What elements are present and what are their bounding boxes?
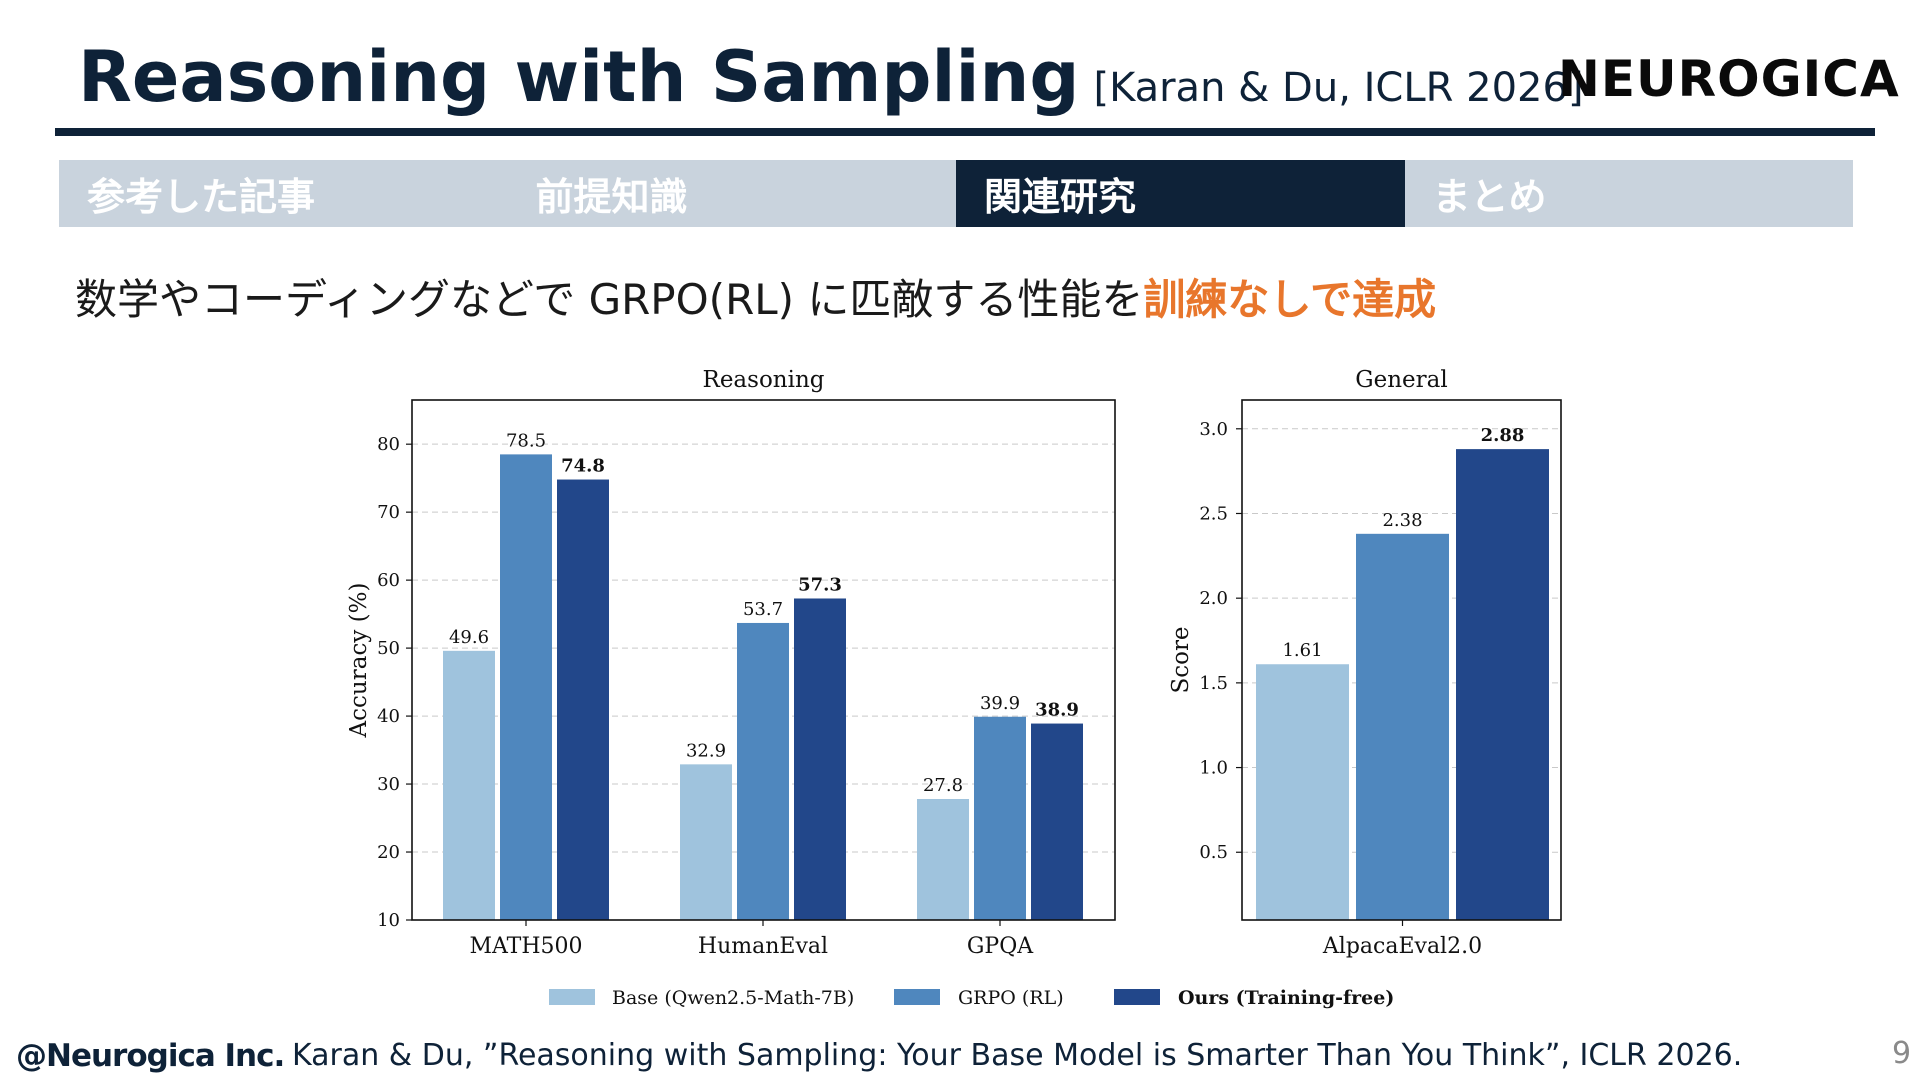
tab-summary[interactable]: まとめ [1432,175,1547,219]
data-label: 32.9 [686,740,726,761]
y-tick-label: 1.5 [1199,673,1228,694]
bar-gpqa-0 [917,799,969,920]
legend-swatch [549,989,595,1005]
data-label: 74.8 [561,456,605,477]
legend-label: Ours (Training-free) [1178,987,1394,1009]
y-tick-label: 1.0 [1199,758,1228,779]
slide-title: Reasoning with Sampling [Karan & Du, ICLR… [78,36,1584,126]
y-tick-label: 2.5 [1199,503,1228,524]
bar-humaneval-2 [794,598,846,920]
y-tick-label: 10 [377,910,400,931]
subtitle-highlight: 訓練なしで達成 [1143,275,1437,324]
x-category-label: MATH500 [469,934,582,959]
y-tick-label: 40 [377,706,400,727]
page-number: 9 [1892,1036,1912,1071]
bar-gpqa-2 [1031,723,1083,920]
data-label: 78.5 [506,430,546,451]
y-axis-label: Score [1168,626,1194,693]
y-tick-label: 50 [377,638,400,659]
data-label: 49.6 [449,627,489,648]
bar-math500-1 [500,454,552,920]
chart-title: General [1355,367,1447,393]
data-label: 38.9 [1035,700,1079,721]
plot-frame [1241,399,1562,921]
y-tick-label: 80 [377,434,400,455]
y-tick-label: 60 [377,570,400,591]
data-label: 57.3 [798,574,842,595]
bar-alpacaeval2-0-0 [1256,664,1349,920]
title-divider [55,128,1875,136]
bar-math500-0 [443,650,495,920]
legend-swatch [1114,989,1160,1005]
bar-alpacaeval2-0-1 [1356,533,1449,920]
company-name: @Neurogica Inc. [16,1038,285,1074]
y-tick-label: 2.0 [1199,588,1228,609]
legend-swatch [894,989,940,1005]
y-axis-label: Accuracy (%) [346,583,372,739]
y-tick-label: 3.0 [1199,419,1228,440]
bar-math500-2 [557,479,609,920]
subtitle-text: 数学やコーディングなどで GRPO(RL) に匹敵する性能を [75,275,1144,324]
y-tick-label: 0.5 [1199,842,1228,863]
data-label: 2.38 [1382,510,1422,531]
data-label: 39.9 [980,693,1020,714]
bar-alpacaeval2-0-2 [1456,449,1549,920]
chart-title: Reasoning [703,367,825,393]
tab-prerequisites[interactable]: 前提知識 [535,175,688,219]
bar-gpqa-1 [974,716,1026,920]
x-category-label: GPQA [967,934,1034,959]
title-reference: [Karan & Du, ICLR 2026] [1093,65,1584,111]
legend-label: Base (Qwen2.5-Math-7B) [612,987,854,1009]
data-label: 2.88 [1481,425,1525,446]
tab-related-work[interactable]: 関連研究 [956,160,1405,227]
x-category-label: HumanEval [698,934,828,959]
section-tabs: 参考した記事 前提知識 関連研究 まとめ [59,160,1853,227]
neurogica-logo: NEUROGICA [1558,50,1900,108]
slide-subtitle: 数学やコーディングなどで GRPO(RL) に匹敵する性能を訓練なしで達成 [75,266,1436,327]
y-tick-label: 20 [377,842,400,863]
title-main: Reasoning with Sampling [78,36,1080,118]
bar-humaneval-1 [737,622,789,920]
y-tick-label: 30 [377,774,400,795]
data-label: 1.61 [1282,640,1322,661]
tab-reference-articles[interactable]: 参考した記事 [87,175,316,219]
data-label: 27.8 [923,775,963,796]
paper-citation: Karan & Du, ”Reasoning with Sampling: Yo… [292,1038,1743,1073]
x-category-label: AlpacaEval2.0 [1322,934,1482,959]
data-label: 53.7 [743,599,783,620]
bar-humaneval-0 [680,764,732,920]
legend-label: GRPO (RL) [958,987,1064,1009]
plot-frame [411,399,1116,921]
y-tick-label: 70 [377,502,400,523]
